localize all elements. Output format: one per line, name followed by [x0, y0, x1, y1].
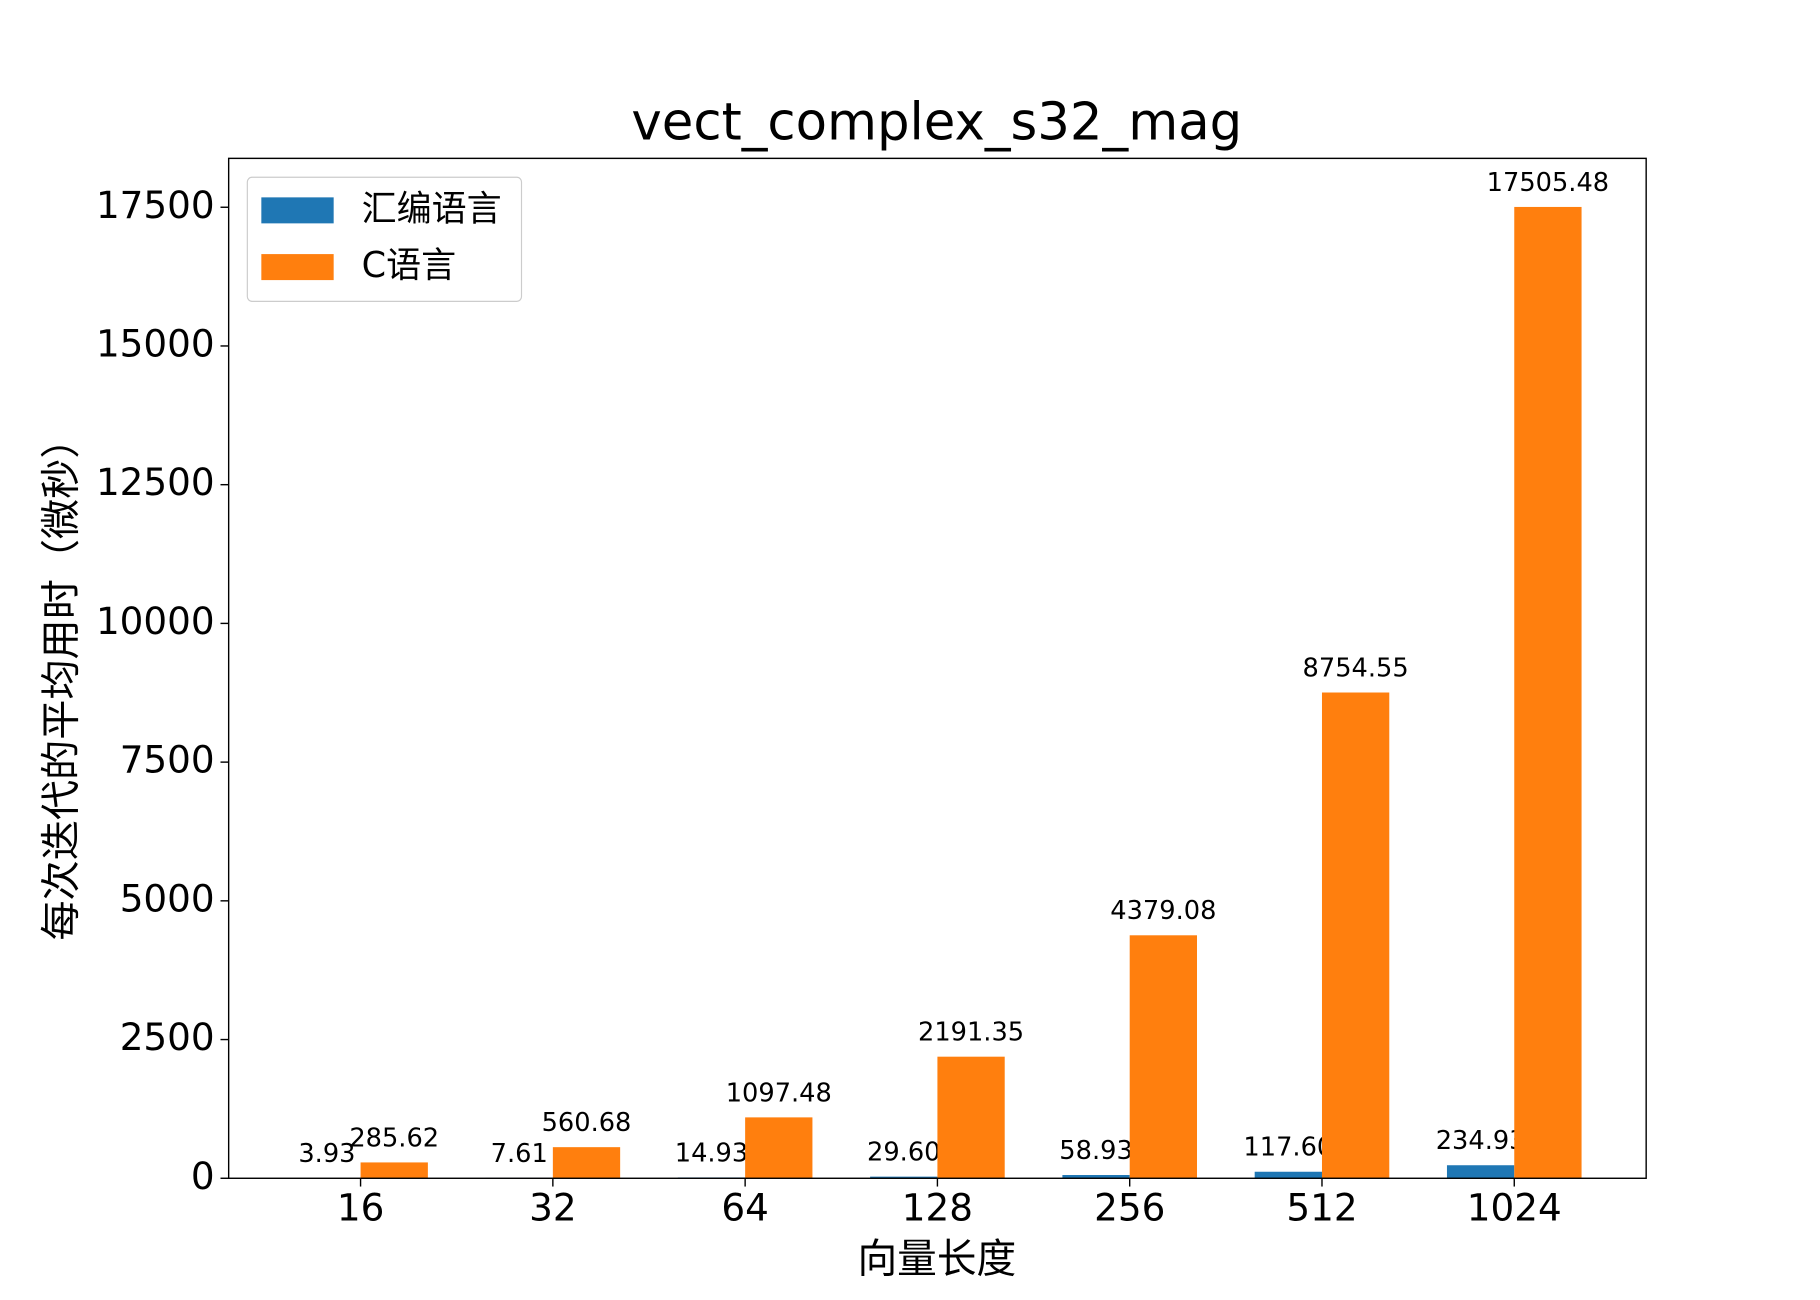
value-label: 29.60	[867, 1137, 940, 1167]
x-axis-label: 向量长度	[858, 1237, 1017, 1283]
value-label: 14.93	[675, 1138, 748, 1168]
x-tick-label: 64	[721, 1186, 768, 1230]
y-tick-label: 10000	[96, 599, 215, 643]
y-tick-label: 7500	[120, 737, 215, 781]
bar	[1062, 1175, 1130, 1179]
bar	[552, 1147, 621, 1179]
y-axis-label: 每次迭代的平均用时（微秒）	[39, 418, 85, 940]
bar	[1321, 692, 1390, 1179]
value-label: 8754.55	[1303, 653, 1409, 683]
plot-frame	[227, 157, 1647, 1179]
y-tick-label: 2500	[120, 1015, 215, 1059]
chart-title: vect_complex_s32_mag	[631, 92, 1242, 152]
legend-swatch	[261, 197, 334, 224]
bar	[745, 1117, 813, 1179]
bar	[1254, 1171, 1322, 1179]
x-tick-label: 128	[902, 1186, 973, 1230]
bar	[360, 1162, 428, 1179]
legend-label: 汇编语言	[362, 188, 502, 229]
value-label: 4379.08	[1110, 896, 1216, 926]
value-label: 285.62	[349, 1123, 439, 1153]
legend-swatch	[261, 254, 334, 281]
value-label: 560.68	[542, 1108, 632, 1138]
x-tick-label: 16	[337, 1186, 384, 1230]
bar	[1129, 935, 1197, 1179]
bar	[870, 1176, 938, 1179]
value-label: 58.93	[1059, 1136, 1132, 1166]
bar	[1514, 206, 1582, 1179]
x-tick-label: 512	[1286, 1186, 1357, 1230]
value-label: 1097.48	[726, 1078, 832, 1108]
y-tick-label: 17500	[96, 183, 215, 227]
legend-label: C语言	[362, 245, 456, 286]
value-label: 17505.48	[1487, 168, 1609, 198]
x-tick-label: 1024	[1467, 1186, 1562, 1230]
y-tick-label: 5000	[120, 876, 215, 920]
value-label: 117.60	[1243, 1133, 1333, 1163]
bar	[1446, 1165, 1515, 1179]
value-label: 2191.35	[918, 1017, 1024, 1047]
bar	[937, 1056, 1005, 1179]
value-label: 7.61	[491, 1139, 548, 1169]
y-tick-label: 12500	[96, 460, 215, 504]
value-label: 3.93	[298, 1139, 355, 1169]
value-label: 234.93	[1436, 1126, 1526, 1156]
y-tick-label: 0	[191, 1154, 215, 1198]
x-tick-label: 32	[529, 1186, 576, 1230]
x-tick-label: 256	[1094, 1186, 1165, 1230]
y-tick-label: 15000	[96, 321, 215, 365]
